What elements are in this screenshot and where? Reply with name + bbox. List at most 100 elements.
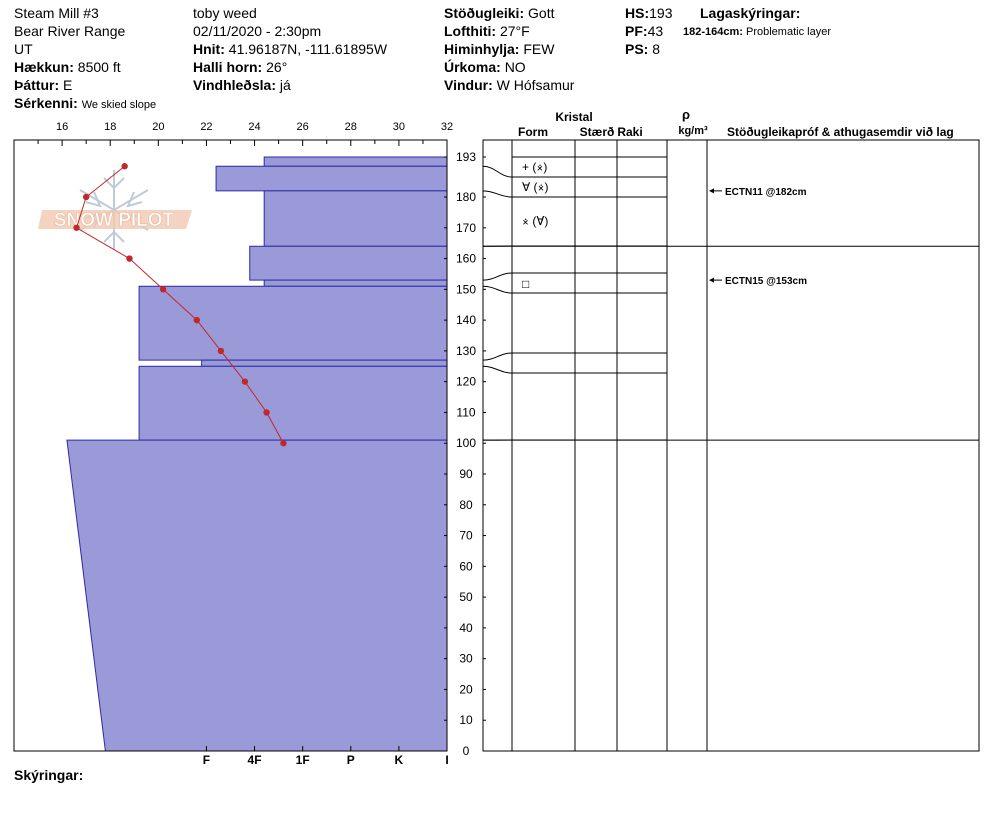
- hs-value: 193: [649, 5, 673, 21]
- temperature-point: [193, 316, 201, 324]
- coords-label: Hnit:: [193, 41, 225, 57]
- hs-row: HS:193: [625, 5, 672, 21]
- layer-panel-border: [482, 139, 980, 752]
- hardness-tick-label: 4F: [248, 753, 262, 767]
- hardness-bar: [201, 359, 448, 367]
- column-header-size: Stærð: [580, 125, 615, 139]
- height-tick-label: 140: [456, 313, 476, 327]
- hardness-bar: [263, 190, 448, 247]
- height-tick-label: 170: [456, 221, 476, 235]
- aspect-label: Þáttur:: [14, 77, 60, 93]
- temperature-point: [73, 224, 80, 231]
- temp-tick-label: 22: [200, 121, 212, 133]
- slope-label: Halli horn:: [193, 59, 263, 75]
- stability-row: Stöðugleiki: Gott: [444, 5, 554, 21]
- height-tick-label: 180: [456, 190, 476, 204]
- temperature-point: [263, 409, 270, 416]
- pf-value: 43: [647, 23, 664, 39]
- layer-note-range: 182-164cm:: [683, 26, 743, 38]
- height-tick-label: 150: [456, 282, 476, 296]
- wind-label: Vindur:: [444, 77, 493, 93]
- hs-label: HS:: [625, 5, 650, 21]
- temperature-point: [82, 193, 90, 201]
- features-label: Sérkenni:: [14, 95, 78, 111]
- temp-tick-label: 28: [345, 121, 357, 133]
- hardness-bar: [263, 279, 448, 287]
- watermark-banner: [38, 210, 192, 229]
- layer-connector: [482, 272, 513, 281]
- column-header-tests: Stöðugleikapróf & athugasemdir við lag: [727, 125, 954, 139]
- layer-connector: [482, 285, 513, 294]
- hardness-bar: [138, 365, 448, 441]
- temp-tick-label: 24: [248, 121, 260, 133]
- temp-tick-label: 32: [441, 121, 453, 133]
- stability-value: Gott: [528, 5, 555, 21]
- column-header-rho: ρ: [682, 107, 690, 122]
- wind-value: W Hófsamur: [496, 77, 575, 93]
- height-tick-label: 100: [456, 436, 476, 450]
- temperature-profile: [73, 163, 287, 447]
- hardness-bars: [66, 156, 448, 752]
- wind-row: Vindur: W Hófsamur: [444, 77, 574, 93]
- watermark-text: SNOW PILOT: [54, 210, 175, 231]
- stability-test-label: ECTN11 @182cm: [725, 187, 807, 198]
- height-tick-label: 80: [459, 498, 473, 512]
- height-tick-label: 30: [459, 652, 473, 666]
- column-header-density-unit: kg/m³: [678, 125, 708, 137]
- air-temp-label: Lofthiti:: [444, 23, 497, 39]
- layer-panel: + (⨰) ∀ (⨰) ⨰ (∀) □ ECTN11 @182cm ECTN15 @153…: [482, 139, 980, 752]
- precip-row: Úrkoma: NO: [444, 59, 526, 75]
- snow-pilot-watermark: SNOW PILOT: [38, 170, 192, 250]
- stability-test-label: ECTN15 @153cm: [725, 276, 807, 287]
- air-temp-value: 27°F: [499, 23, 530, 39]
- chart-frame: [13, 139, 486, 752]
- slope-value: 26°: [266, 59, 288, 75]
- wind-loading-row: Vindhleðsla: já: [193, 77, 291, 93]
- column-header-moisture: Raki: [617, 125, 642, 139]
- hardness-bar: [249, 245, 448, 281]
- grain-form-symbol: ⨰ (∀): [522, 214, 548, 228]
- layer-connector: [482, 165, 513, 178]
- ps-row: PS: 8: [625, 41, 660, 57]
- air-temp-row: Lofthiti: 27°F: [444, 23, 530, 39]
- temperature-point: [159, 286, 167, 293]
- test-arrow-icon: [709, 277, 714, 283]
- sky-value: FEW: [523, 41, 555, 57]
- sky-row: Himinhylja: FEW: [444, 41, 554, 57]
- height-tick-label: 90: [459, 467, 473, 481]
- temp-tick-label: 20: [152, 121, 164, 133]
- hardness-tick-label: 1F: [296, 753, 310, 767]
- observer: toby weed: [193, 5, 257, 21]
- wind-loading-label: Vindhleðsla:: [193, 77, 276, 93]
- hardness-tick-label: P: [347, 753, 355, 767]
- grain-form-symbol: ∀ (⨰): [522, 180, 549, 194]
- test-arrow-icon: [709, 188, 714, 194]
- height-tick-label: 130: [456, 344, 476, 358]
- grain-form-symbol: + (⨰): [522, 160, 547, 174]
- features-row: Sérkenni: We skied slope: [14, 95, 156, 113]
- layers-label: Lagaskýringar:: [700, 5, 801, 21]
- sky-label: Himinhylja:: [444, 41, 520, 57]
- height-tick-label: 193: [456, 150, 476, 164]
- coords-value: 41.96187N, -111.61895W: [228, 41, 388, 57]
- temperature-point: [217, 347, 225, 355]
- temp-tick-label: 16: [56, 121, 68, 133]
- precip-value: NO: [504, 59, 526, 75]
- pf-label: PF:: [625, 23, 648, 39]
- hardness-tick-label: F: [203, 753, 210, 767]
- temperature-point: [121, 163, 128, 170]
- state: UT: [14, 41, 33, 57]
- notes-label: Skýringar:: [14, 767, 84, 783]
- height-tick-label: 40: [459, 621, 473, 635]
- coords-row: Hnit: 41.96187N, -111.61895W: [193, 41, 387, 57]
- datetime: 02/11/2020 - 2:30pm: [193, 23, 322, 39]
- features-value: We skied slope: [81, 99, 157, 111]
- temperature-point: [280, 440, 287, 447]
- axis-labels: 16 18 20 22 24 26 28 30 32 I K P 1F 4F F 0 10 20 30 40 50 60 7…: [56, 107, 954, 767]
- height-tick-label: 50: [459, 590, 473, 604]
- hardness-bar: [263, 156, 448, 167]
- layer-note-text: Problematic layer: [746, 26, 831, 38]
- temp-tick-label: 18: [104, 121, 116, 133]
- precip-label: Úrkoma:: [444, 59, 501, 75]
